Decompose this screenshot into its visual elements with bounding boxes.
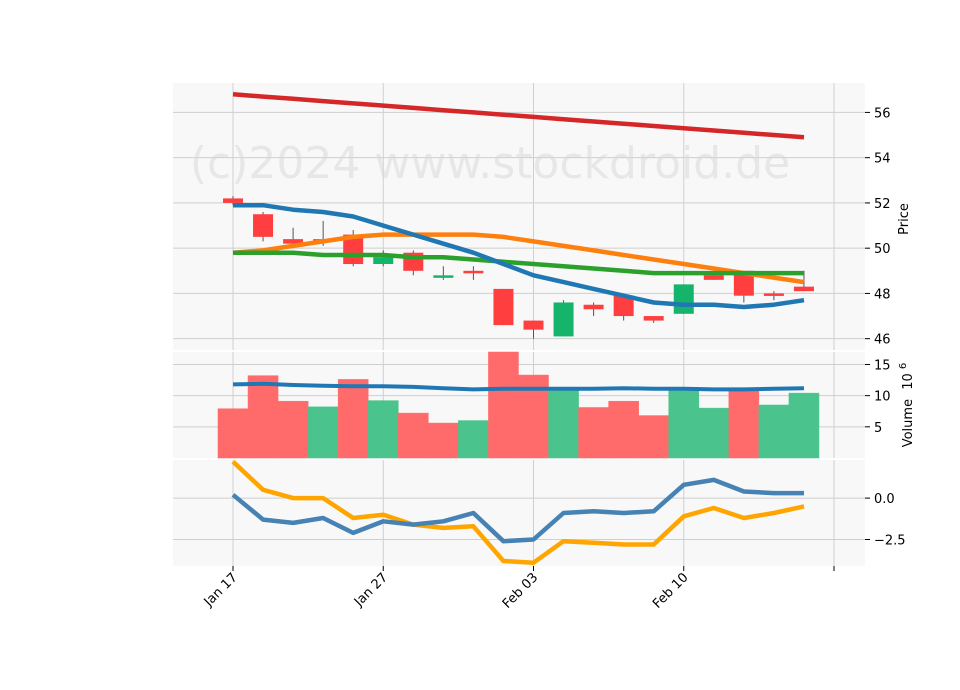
candle-body-down [463, 270, 484, 274]
volume-bar [758, 404, 790, 459]
price-y-tick-label: 46 [874, 333, 891, 348]
price-panel [173, 83, 865, 350]
indicator-line [231, 477, 804, 544]
volume-bar [608, 400, 639, 459]
candle-body-down [493, 288, 514, 326]
volume-axis-multiplier: 10 [901, 373, 916, 390]
volume-y-tick-label: 10 [874, 390, 891, 405]
volume-bar [548, 390, 579, 459]
candle-body-down [523, 320, 544, 330]
price-y-tick-label: 56 [874, 106, 891, 121]
indicator-y-tick-label: 0.0 [874, 492, 895, 507]
volume-bar [698, 407, 730, 459]
volume-bar [337, 379, 369, 459]
candle-body-up [433, 275, 454, 278]
volume-bar [488, 351, 519, 459]
price-y-tick-label: 48 [874, 287, 891, 302]
x-tick-label: Jan 17 [201, 570, 241, 610]
fast-average-line [233, 202, 805, 310]
x-tick-label: Feb 03 [500, 570, 542, 612]
volume-bar [458, 420, 489, 459]
volume-bar [217, 408, 249, 459]
candle-body-down [223, 198, 243, 203]
volume-average-line [232, 381, 805, 392]
volume-bar [788, 392, 820, 459]
indicator-y-tick-label: −2.5 [874, 534, 906, 549]
volume-bar [578, 407, 609, 459]
volume-bar [367, 400, 399, 459]
svg-text:Volume 10: Volume 10 6 [898, 363, 916, 448]
volume-bar [397, 412, 429, 459]
medium-average-line [232, 232, 805, 285]
volume-bar [247, 375, 279, 459]
volume-bar [668, 390, 700, 459]
candle-body-down [643, 316, 664, 321]
x-tick-label: Feb 10 [650, 570, 692, 612]
signal-line [231, 460, 805, 565]
volume-bar [428, 422, 459, 459]
candle-body-up [373, 257, 394, 265]
slow-average-line [233, 250, 804, 276]
price-y-tick-label: 50 [874, 242, 891, 257]
candle-body-down [613, 295, 634, 317]
x-tick-label: Jan 27 [351, 570, 391, 610]
price-y-tick-label: 52 [874, 197, 891, 212]
candle-body-down [253, 214, 274, 237]
candle-body-down [793, 286, 814, 292]
volume-y-tick-label: 15 [874, 358, 891, 373]
candle-body-up [553, 302, 574, 337]
volume-bar [638, 415, 670, 459]
volume-bar [728, 390, 760, 459]
volume-bar [307, 406, 339, 459]
volume-bar [277, 400, 309, 459]
volume-axis-exponent: 6 [898, 363, 909, 369]
candle-body-down [733, 270, 754, 296]
volume-axis-title: Volume 10 6 [898, 363, 916, 448]
price-y-tick-label: 54 [874, 152, 891, 167]
price-axis-title: Price [897, 203, 912, 235]
candle-body-down [283, 239, 304, 244]
long-trend-line [232, 92, 805, 140]
watermark: (c)2024 www.stockdroid.de [190, 138, 790, 189]
candle-body-down [583, 304, 604, 310]
candle-body-down [703, 275, 724, 280]
indicator-panel [173, 460, 865, 566]
volume-y-tick-label: 5 [874, 421, 882, 436]
volume-axis-label: Volume [901, 399, 916, 447]
candle-body-down [763, 293, 784, 296]
candle-body-up [673, 284, 694, 314]
